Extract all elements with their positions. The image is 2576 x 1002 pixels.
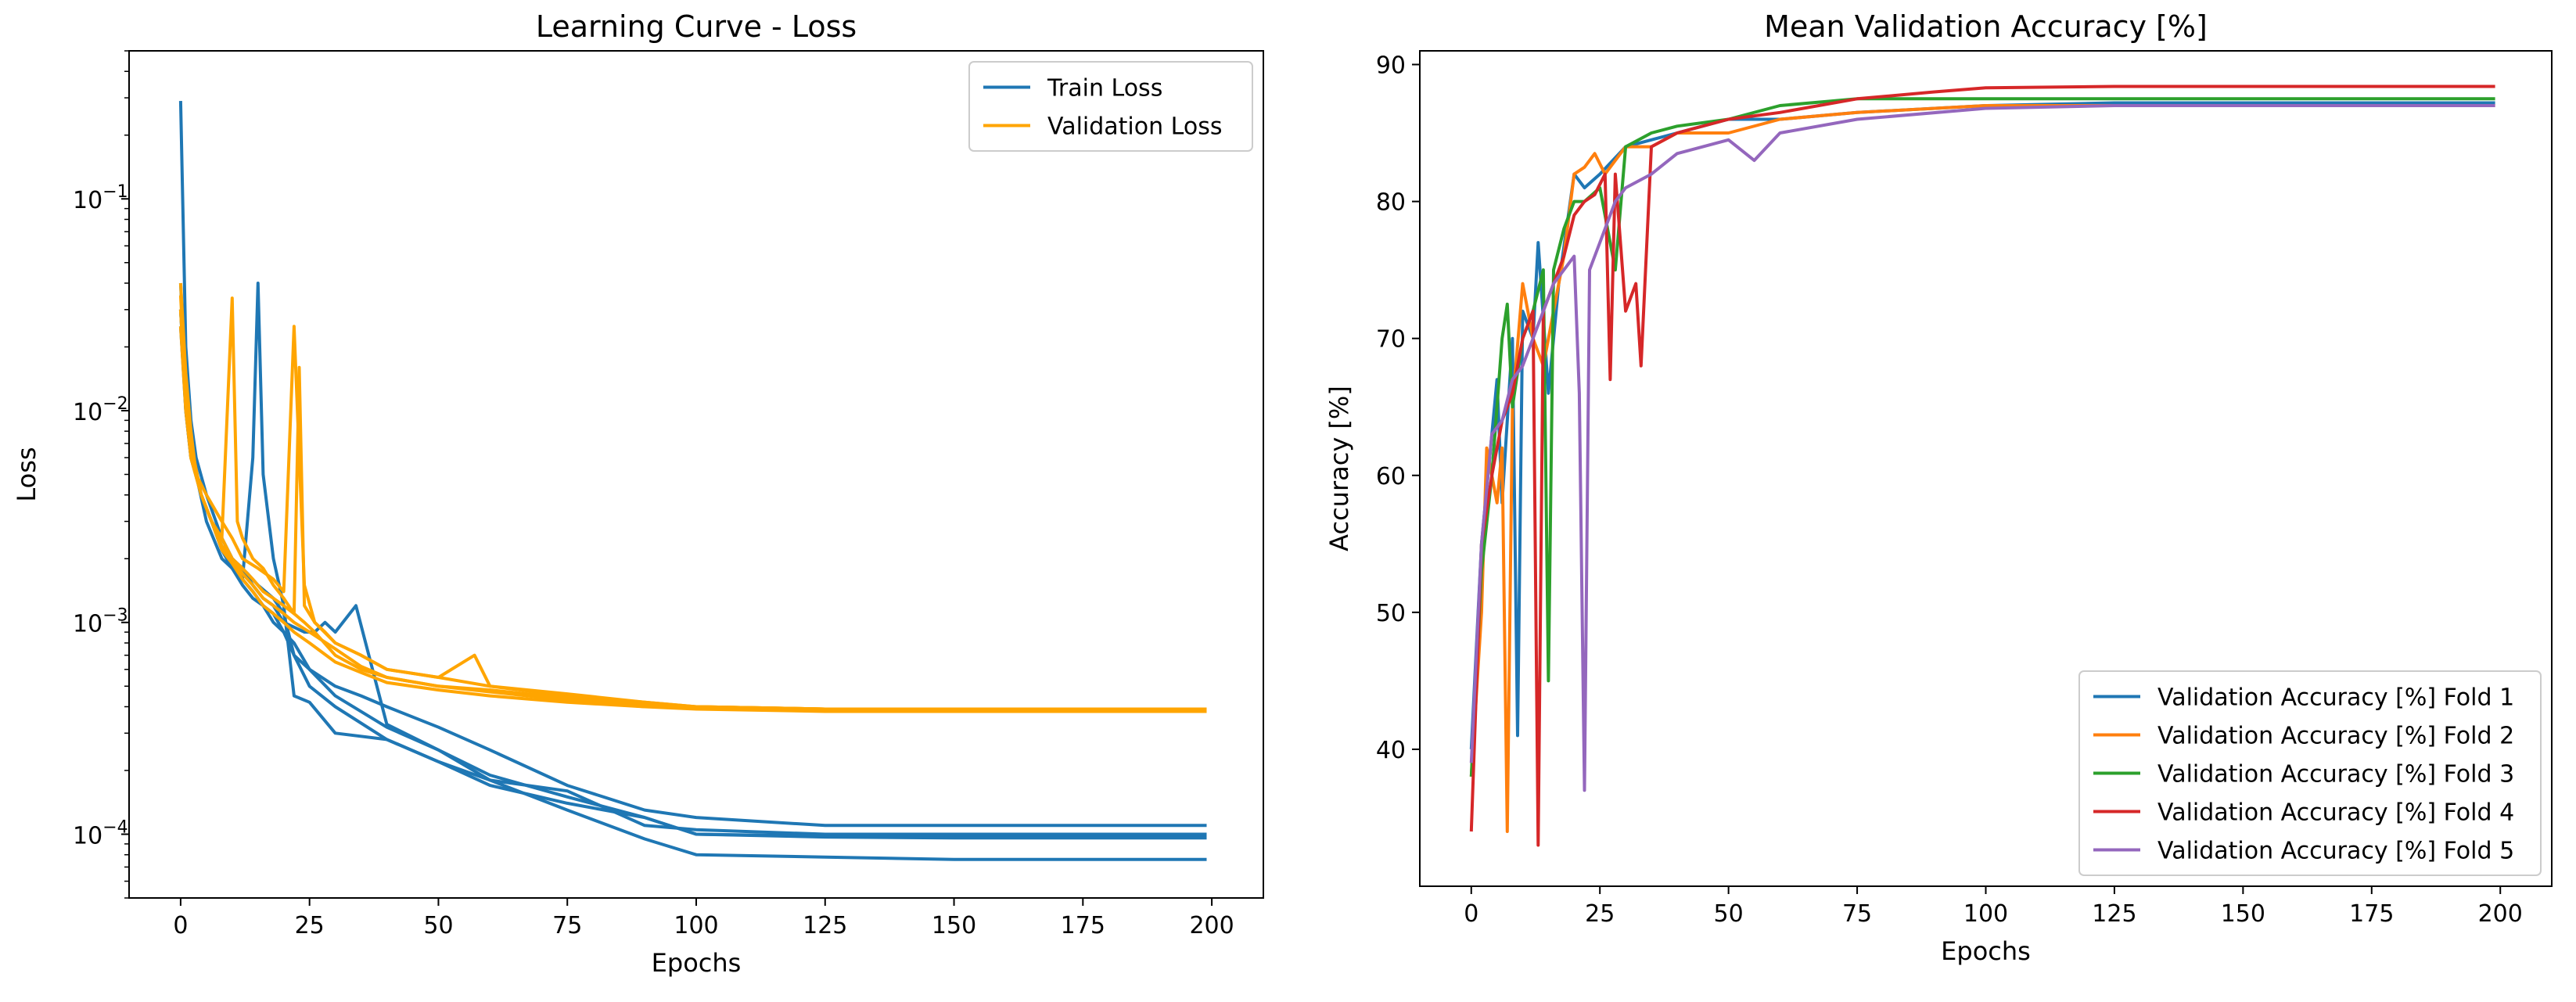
y-tick-label: 90 [1376,52,1406,80]
x-tick-label: 50 [423,912,453,939]
x-tick-label: 100 [1963,900,2008,928]
y-tick-label: 40 [1376,737,1406,764]
y-tick-base: 10 [73,187,102,214]
x-tick-label: 125 [2092,900,2136,928]
loss-panel: 0 25 50 75 100 125 150 175 20010−410−310−210−1Le… [12,9,1264,978]
legend-label: Validation Accuracy [%] Fold 1 [2157,684,2514,712]
chart-title: Learning Curve - Loss [536,9,857,44]
x-tick-label: 200 [1189,912,1234,939]
validation-accuracy-fold-4-line [1469,84,2495,847]
y-tick-label: 70 [1376,326,1406,354]
y-tick-label: 80 [1376,189,1406,217]
legend-box [968,61,1253,152]
x-tick-label: 25 [295,912,325,939]
x-tick-label: 0 [1464,900,1478,928]
x-tick-label: 175 [2349,900,2394,928]
y-tick-label: 50 [1376,600,1406,627]
x-tick-label: 0 [173,912,188,939]
y-tick-exponent: −4 [102,817,128,837]
legend: Train Loss Validation Loss [968,61,1253,152]
legend-label: Validation Accuracy [%] Fold 5 [2157,838,2514,865]
validation-accuracy-fold-5-line [1469,104,2495,792]
legend-label: Validation Accuracy [%] Fold 2 [2157,723,2514,750]
y-axis-label: Loss [12,447,41,501]
y-tick-base: 10 [73,399,102,426]
x-tick-label: 200 [2478,900,2523,928]
x-tick-label: 150 [2221,900,2265,928]
y-tick-base: 10 [73,611,102,638]
x-tick-label: 125 [803,912,847,939]
x-axis-label: Epochs [652,948,742,978]
validation-loss-fold-3-line [178,309,1207,711]
legend-label: Validation Loss [1047,113,1222,141]
validation-accuracy-fold-2-line [1469,104,2495,833]
x-tick-label: 25 [1585,900,1615,928]
x-tick-label: 150 [932,912,976,939]
y-tick-label: 10−2 [73,394,128,426]
y-tick-exponent: −1 [102,182,128,202]
accuracy-panel: 0 25 50 75 100 125 150 175 200 40 50 60 70 80 90 Mean V… [1324,9,2553,966]
y-tick-exponent: −3 [102,606,128,626]
y-tick-base: 10 [73,822,102,849]
x-tick-label: 75 [552,912,582,939]
series-group [1469,84,2495,847]
y-tick-exponent: −2 [102,394,128,414]
validation-loss-fold-5-line [178,309,1207,711]
legend-box [2078,670,2542,876]
x-tick-label: 175 [1061,912,1105,939]
y-tick-label: 10−3 [73,606,128,638]
legend-label: Train Loss [1047,75,1162,102]
train-loss-fold-2-line [178,282,1207,836]
y-axis-label: Accuracy [%] [1324,386,1354,551]
y-tick-label: 60 [1376,463,1406,490]
y-tick-label: 10−4 [73,817,128,849]
series-group [178,101,1207,861]
legend: Validation Accuracy [%] Fold 1 Validation… [2078,670,2542,876]
x-tick-label: 100 [674,912,718,939]
legend-label: Validation Accuracy [%] Fold 4 [2157,799,2514,827]
chart-title: Mean Validation Accuracy [%] [1764,9,2208,44]
x-axis-label: Epochs [1941,936,2031,966]
x-tick-label: 75 [1842,900,1872,928]
x-tick-label: 50 [1714,900,1744,928]
legend-label: Validation Accuracy [%] Fold 3 [2157,761,2514,788]
y-tick-label: 10−1 [73,182,128,214]
